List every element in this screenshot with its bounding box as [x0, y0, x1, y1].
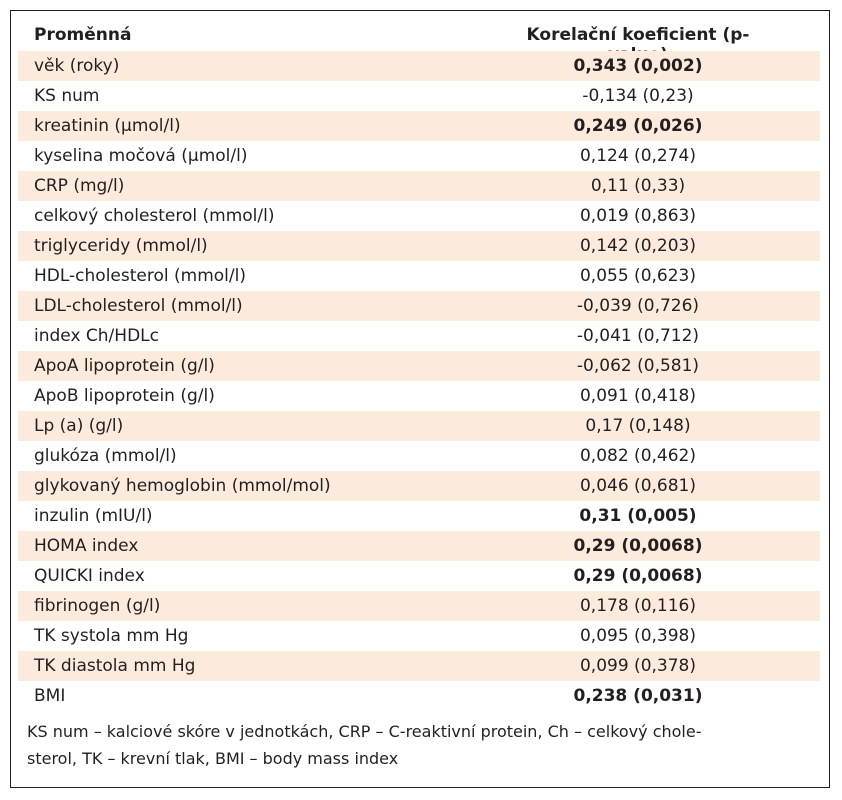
coefficient-cell: 0,29 (0,0068)	[573, 536, 703, 556]
coefficient-cell: 0,095 (0,398)	[579, 626, 696, 646]
table-row: kyselina močová (µmol/l) 0,124 (0,274)	[18, 141, 820, 171]
table-header: Proměnná Korelační koeficient (p-value)	[18, 18, 820, 65]
table-row: TK diastola mm Hg 0,099 (0,378)	[18, 651, 820, 681]
coefficient-cell: 0,29 (0,0068)	[573, 566, 703, 586]
footnote-line-1: KS num – kalciové skóre v jednotkách, CR…	[27, 722, 702, 741]
table-row: KS num -0,134 (0,23)	[18, 81, 820, 111]
coefficient-cell: 0,142 (0,203)	[579, 236, 696, 256]
variable-cell: QUICKI index	[34, 566, 145, 586]
coefficient-cell: -0,039 (0,726)	[576, 296, 700, 316]
table-row: věk (roky) 0,343 (0,002)	[18, 51, 820, 81]
coefficient-cell: 0,238 (0,031)	[573, 686, 703, 706]
table-row: celkový cholesterol (mmol/l) 0,019 (0,863…	[18, 201, 820, 231]
coefficient-cell: -0,134 (0,23)	[582, 86, 694, 106]
variable-cell: glukóza (mmol/l)	[34, 446, 177, 466]
variable-cell: glykovaný hemoglobin (mmol/mol)	[34, 476, 331, 496]
table-row: QUICKI index 0,29 (0,0068)	[18, 561, 820, 591]
coefficient-cell: 0,124 (0,274)	[579, 146, 696, 166]
table-row: CRP (mg/l) 0,11 (0,33)	[18, 171, 820, 201]
variable-cell: fibrinogen (g/l)	[34, 596, 161, 616]
table-row: Lp (a) (g/l) 0,17 (0,148)	[18, 411, 820, 441]
variable-cell: inzulin (mIU/l)	[34, 506, 153, 526]
coefficient-cell: 0,055 (0,623)	[579, 266, 696, 286]
variable-cell: BMI	[34, 686, 66, 706]
coefficient-cell: 0,091 (0,418)	[579, 386, 696, 406]
variable-cell: KS num	[34, 86, 100, 106]
variable-cell: HOMA index	[34, 536, 139, 556]
table-row: triglyceridy (mmol/l) 0,142 (0,203)	[18, 231, 820, 261]
variable-cell: HDL-cholesterol (mmol/l)	[34, 266, 246, 286]
table-row: fibrinogen (g/l) 0,178 (0,116)	[18, 591, 820, 621]
coefficient-cell: 0,249 (0,026)	[573, 116, 703, 136]
table-body: věk (roky) 0,343 (0,002) KS num -0,134 (0,2…	[18, 51, 820, 711]
variable-cell: LDL-cholesterol (mmol/l)	[34, 296, 243, 316]
coefficient-cell: 0,082 (0,462)	[579, 446, 696, 466]
table-row: HDL-cholesterol (mmol/l) 0,055 (0,623)	[18, 261, 820, 291]
coefficient-cell: 0,343 (0,002)	[573, 56, 703, 76]
variable-cell: CRP (mg/l)	[34, 176, 125, 196]
table-row: inzulin (mIU/l) 0,31 (0,005)	[18, 501, 820, 531]
variable-cell: kyselina močová (µmol/l)	[34, 146, 248, 166]
variable-cell: TK diastola mm Hg	[34, 656, 196, 676]
coefficient-cell: 0,019 (0,863)	[579, 206, 696, 226]
table-row: kreatinin (µmol/l) 0,249 (0,026)	[18, 111, 820, 141]
variable-cell: ApoB lipoprotein (g/l)	[34, 386, 215, 406]
table-row: index Ch/HDLc -0,041 (0,712)	[18, 321, 820, 351]
footnote-line-2: sterol, TK – krevní tlak, BMI – body mas…	[27, 749, 399, 768]
coefficient-cell: 0,17 (0,148)	[585, 416, 691, 436]
table-row: LDL-cholesterol (mmol/l) -0,039 (0,726)	[18, 291, 820, 321]
variable-cell: celkový cholesterol (mmol/l)	[34, 206, 275, 226]
coefficient-cell: 0,046 (0,681)	[579, 476, 696, 496]
coefficient-cell: -0,041 (0,712)	[576, 326, 700, 346]
coefficient-cell: -0,062 (0,581)	[576, 356, 700, 376]
coefficient-cell: 0,11 (0,33)	[590, 176, 686, 196]
variable-cell: kreatinin (µmol/l)	[34, 116, 181, 136]
variable-cell: věk (roky)	[34, 56, 120, 76]
variable-cell: index Ch/HDLc	[34, 326, 159, 346]
header-variable: Proměnná	[34, 25, 132, 45]
footnote: KS num – kalciové skóre v jednotkách, CR…	[27, 718, 817, 772]
coefficient-cell: 0,178 (0,116)	[579, 596, 696, 616]
coefficient-cell: 0,099 (0,378)	[579, 656, 696, 676]
variable-cell: Lp (a) (g/l)	[34, 416, 124, 436]
table-row: HOMA index 0,29 (0,0068)	[18, 531, 820, 561]
variable-cell: triglyceridy (mmol/l)	[34, 236, 208, 256]
coefficient-cell: 0,31 (0,005)	[579, 506, 697, 526]
variable-cell: TK systola mm Hg	[34, 626, 189, 646]
variable-cell: ApoA lipoprotein (g/l)	[34, 356, 215, 376]
table-row: TK systola mm Hg 0,095 (0,398)	[18, 621, 820, 651]
table-row: BMI 0,238 (0,031)	[18, 681, 820, 711]
table-row: ApoB lipoprotein (g/l) 0,091 (0,418)	[18, 381, 820, 411]
table-row: glykovaný hemoglobin (mmol/mol) 0,046 (0,…	[18, 471, 820, 501]
table-row: glukóza (mmol/l) 0,082 (0,462)	[18, 441, 820, 471]
table-row: ApoA lipoprotein (g/l) -0,062 (0,581)	[18, 351, 820, 381]
